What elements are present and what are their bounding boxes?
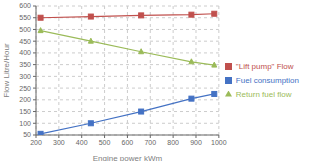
svg-text:100: 100: [19, 120, 31, 127]
svg-text:800: 800: [167, 139, 179, 146]
svg-text:450: 450: [19, 38, 31, 45]
svg-text:500: 500: [19, 26, 31, 33]
svg-text:300: 300: [53, 139, 65, 146]
svg-text:300: 300: [19, 73, 31, 80]
svg-text:50: 50: [23, 131, 31, 138]
svg-text:700: 700: [144, 139, 156, 146]
svg-text:600: 600: [122, 139, 134, 146]
svg-text:200: 200: [19, 96, 31, 103]
html-text:Fuel consumption: Fuel consumption: [235, 75, 299, 85]
svg-text:Flow Litre/Hour: Flow Litre/Hour: [2, 43, 11, 98]
svg-text:500: 500: [99, 139, 111, 146]
svg-text:250: 250: [19, 85, 31, 92]
svg-text:1000: 1000: [211, 139, 227, 146]
svg-text:200: 200: [30, 139, 42, 146]
svg-text:600: 600: [19, 2, 31, 9]
svg-text:350: 350: [19, 61, 31, 68]
svg-text:400: 400: [76, 139, 88, 146]
svg-text:550: 550: [19, 14, 31, 21]
svg-text:150: 150: [19, 108, 31, 115]
svg-text:400: 400: [19, 49, 31, 56]
html-text:"Lift pump" Flow: "Lift pump" Flow: [235, 61, 294, 71]
svg-text:Engine power kWm: Engine power kWm: [93, 154, 163, 161]
html-text:Return fuel flow: Return fuel flow: [235, 89, 292, 99]
svg-text:900: 900: [190, 139, 202, 146]
